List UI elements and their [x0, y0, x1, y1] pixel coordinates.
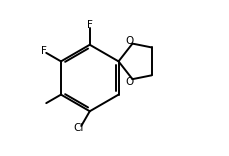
Text: F: F: [87, 20, 93, 30]
Text: O: O: [125, 77, 133, 87]
Text: O: O: [125, 36, 133, 46]
Text: F: F: [41, 46, 46, 56]
Text: Cl: Cl: [73, 123, 83, 133]
